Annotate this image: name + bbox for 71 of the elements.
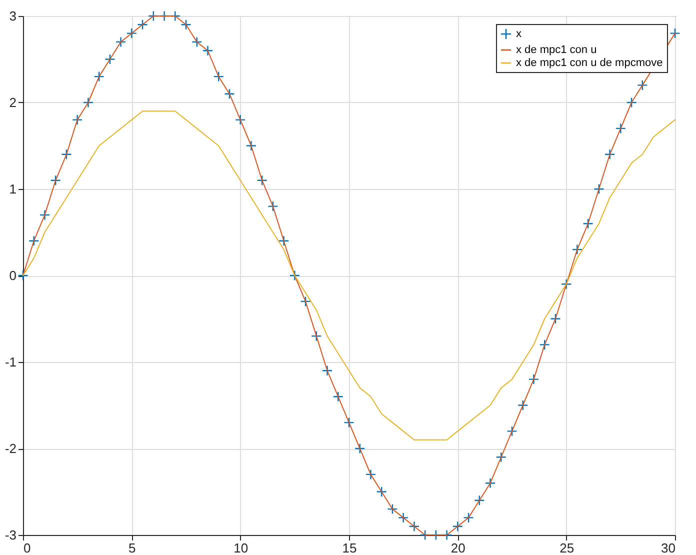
point — [637, 80, 648, 91]
point — [474, 495, 485, 506]
point — [246, 140, 257, 152]
point — [484, 478, 496, 488]
point — [463, 512, 474, 524]
point — [289, 270, 300, 281]
x-tick-label: 30 — [661, 540, 676, 555]
point — [115, 36, 126, 48]
x-tick-label: 10 — [234, 540, 248, 555]
point — [300, 296, 311, 307]
y-tick-label: 2 — [9, 95, 16, 110]
x-tick-label: 20 — [450, 540, 466, 555]
x-tick-label: 15 — [342, 540, 357, 555]
point — [387, 504, 398, 514]
point — [224, 88, 235, 100]
point — [344, 417, 354, 428]
point — [506, 426, 518, 437]
y-tick-label: -1 — [4, 354, 16, 370]
point — [278, 236, 290, 246]
point — [594, 184, 604, 194]
point — [452, 521, 464, 532]
legend-label: x de mpc1 con u — [516, 44, 597, 56]
point — [322, 365, 333, 376]
point — [202, 45, 214, 56]
point — [332, 391, 344, 402]
point — [539, 339, 550, 350]
point — [670, 28, 680, 39]
point — [94, 71, 104, 82]
point — [626, 97, 637, 108]
x-tick-label: 25 — [560, 540, 574, 555]
point — [398, 512, 409, 524]
point — [550, 313, 561, 324]
y-tick-label: 0 — [9, 268, 16, 283]
y-tick-label: 3 — [9, 8, 16, 24]
point — [604, 149, 616, 160]
point — [615, 123, 626, 134]
point — [50, 175, 61, 186]
point — [268, 200, 278, 212]
point — [192, 36, 202, 48]
point — [18, 270, 28, 281]
point — [376, 486, 387, 498]
x-tick-label: 0 — [24, 540, 31, 555]
y-tick-label: -3 — [4, 528, 16, 542]
point — [354, 443, 366, 454]
y-tick-label: 1 — [9, 182, 16, 196]
line-series — [22, 110, 676, 440]
point — [39, 210, 50, 220]
point — [582, 218, 594, 229]
point — [408, 521, 420, 532]
point — [213, 71, 224, 82]
point — [137, 19, 148, 30]
point — [234, 114, 246, 126]
point — [61, 149, 72, 160]
y-tick-label: -2 — [4, 441, 16, 456]
point — [72, 114, 83, 126]
legend-label: x de mpc1 con u de mpcmove — [516, 57, 663, 69]
point — [311, 330, 322, 342]
point — [518, 400, 528, 411]
point — [256, 175, 268, 186]
point — [28, 236, 40, 246]
legend-label: x — [516, 28, 522, 40]
point — [572, 244, 583, 255]
point — [496, 452, 506, 462]
point — [560, 278, 572, 290]
point — [104, 54, 116, 65]
point — [180, 19, 192, 30]
x-tick-label: 5 — [128, 540, 136, 555]
point — [126, 28, 138, 39]
point — [528, 374, 540, 385]
point — [365, 469, 376, 480]
point — [82, 97, 94, 108]
